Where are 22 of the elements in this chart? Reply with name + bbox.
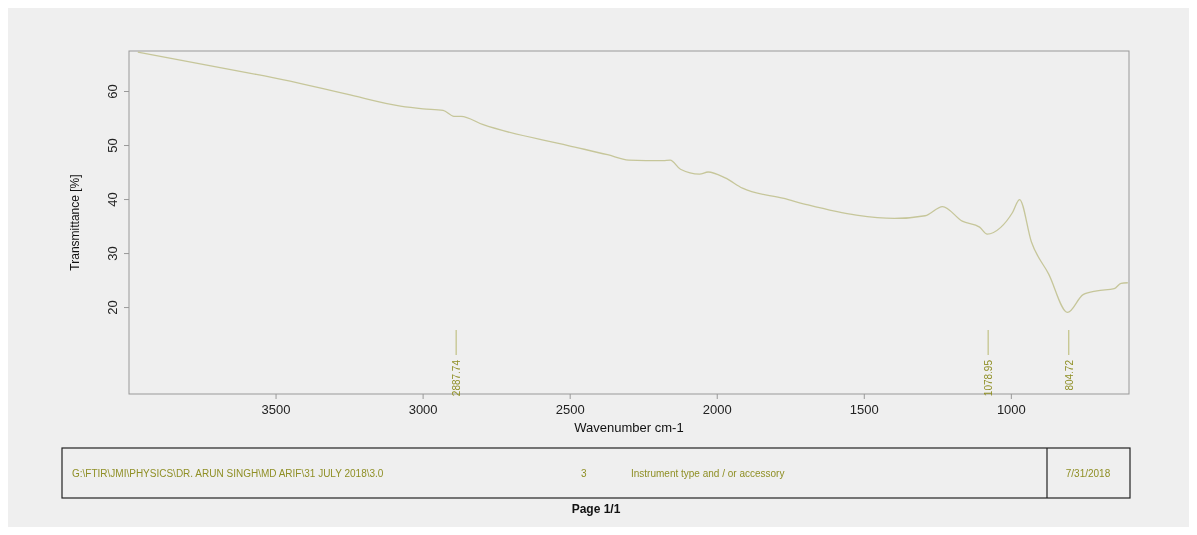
y-tick-label: 40: [105, 192, 120, 207]
annotation: 2887.74: [451, 359, 463, 397]
line-series: [137, 51, 1129, 314]
annotation: 804.72: [1063, 359, 1075, 391]
y-tick-label: 20: [105, 300, 120, 315]
y-axis-title: Transmittance [%]: [68, 174, 82, 271]
x-tick-label: 3000: [408, 402, 438, 417]
text: 7/31/2018: [1065, 468, 1111, 479]
x-tick-label: 2000: [702, 402, 732, 417]
y-tick-label: 30: [105, 246, 120, 261]
x-tick-label: 1000: [996, 402, 1026, 417]
x-tick-label: 3500: [261, 402, 291, 417]
annotation: 1078.95: [983, 359, 995, 397]
x-axis-title: Wavenumber cm-1: [574, 420, 684, 435]
text: Instrument type and / or accessory: [631, 468, 785, 479]
x-tick-label: 2500: [555, 402, 585, 417]
text: Page 1/1: [571, 502, 621, 516]
text: 3: [581, 468, 587, 479]
y-tick-label: 50: [105, 138, 120, 153]
x-tick-label: 1500: [849, 402, 879, 417]
y-tick-label: 60: [105, 84, 120, 99]
text: G:\FTIR\JMI\PHYSICS\DR. ARUN SINGH\MD ARIF\31 JULY 2018\3.0: [72, 468, 384, 479]
